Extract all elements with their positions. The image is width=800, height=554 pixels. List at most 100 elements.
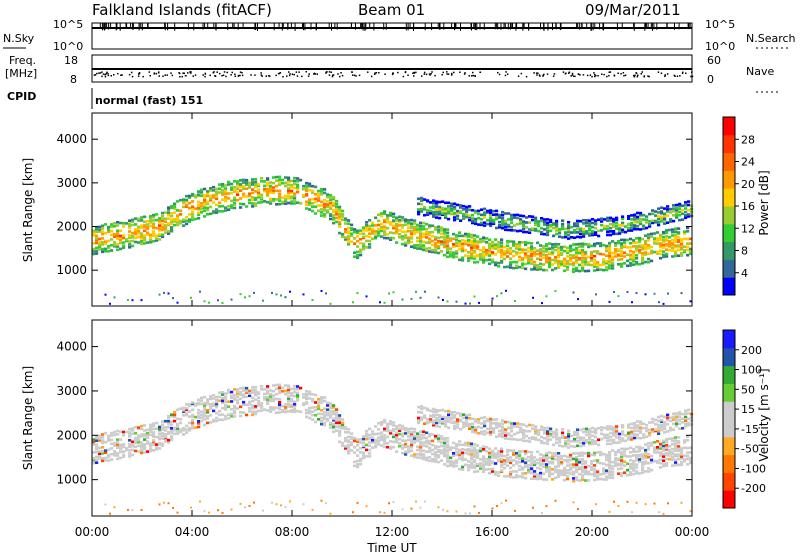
velocity-cell [362,451,366,455]
power-cell [338,210,342,213]
power-cell [656,231,660,234]
velocity-cell [266,402,270,405]
power-cell [506,244,510,248]
power-cell [113,222,117,225]
velocity-cell [633,426,637,430]
velocity-clutter [383,511,386,514]
power-cell [194,194,198,197]
power-cell [569,249,573,253]
velocity-cell [572,452,576,455]
power-cell [380,214,384,218]
velocity-cell [453,410,457,414]
power-cell [533,247,537,250]
velocity-cell [668,448,672,452]
power-cell [645,221,649,224]
nave-dot [331,75,334,78]
velocity-cell [660,420,664,424]
velocity-cell [353,460,357,464]
velocity-cell [605,471,609,474]
power-cell [630,221,634,225]
velocity-clutter [667,502,669,505]
nave-tick-lo: 0 [707,73,714,86]
power-cell [687,209,691,212]
velocity-cell [629,465,633,468]
nave-dot [606,75,608,78]
power-cell [623,244,627,247]
power-cell [383,236,387,240]
power-cell [689,237,693,241]
nave-dot [479,71,481,73]
power-cell [518,242,522,246]
power-cell [495,215,499,218]
nave-dot [539,75,541,77]
power-clutter [271,291,273,294]
velocity-cell [581,476,585,479]
power-cell [425,249,429,253]
velocity-cell [353,451,357,454]
power-cell [609,219,613,222]
velocity-cell [617,462,621,466]
velocity-cell [447,426,451,430]
nave-dot [267,75,270,77]
velocity-cell [663,415,667,419]
velocity-cell [537,431,541,435]
power-cell [128,243,132,246]
velocity-cell [329,426,333,429]
power-cell [470,246,474,249]
power-cell [590,263,594,267]
nave-dot [378,72,380,74]
power-cell [674,240,678,243]
power-cell [215,192,219,195]
velocity-cell [155,443,159,446]
power-cell [432,201,436,205]
power-cell [224,184,228,187]
velocity-cell [368,455,372,458]
power-cell [161,235,165,239]
power-cell [128,222,132,226]
power-cell [650,232,654,236]
nave-dot [579,74,581,76]
velocity-cell [417,421,421,424]
velocity-cell [500,460,504,463]
velocity-cell [470,458,474,461]
power-cell [626,259,630,263]
power-cell [227,192,231,195]
power-cell [278,199,282,202]
velocity-cell [302,403,306,407]
velocity-cell [593,459,597,462]
velocity-cell [119,438,123,441]
velocity-cell [662,449,666,452]
velocity-cell [599,453,603,457]
velocity-cell [504,431,508,434]
velocity-cell [500,465,504,468]
power-cell [663,218,667,222]
power-cell [645,218,649,221]
power-cell [104,247,108,251]
velocity-cell [149,423,153,427]
velocity-cell [656,451,660,454]
power-cell [284,197,288,201]
power-cell [513,224,517,227]
velocity-cell [644,448,648,452]
nave-dot [565,72,567,74]
power-cell [104,250,108,253]
velocity-cell [596,459,600,462]
velocity-cell [245,413,249,417]
power-cell [131,231,135,235]
velocity-cell [531,427,535,430]
velocity-cell [389,440,393,443]
velocity-cell [278,383,282,387]
power-cell [488,242,492,246]
power-cell [510,221,514,224]
velocity-cell [452,452,456,455]
power-cell [636,215,640,219]
velocity-cell [293,400,297,404]
velocity-cell [600,428,604,432]
velocity-cell [674,454,678,458]
power-clutter [311,299,314,301]
power-cell [272,181,276,185]
power-cell [191,200,195,203]
power-cell [602,268,606,272]
velocity-cell [588,437,592,441]
power-cell [510,216,514,219]
